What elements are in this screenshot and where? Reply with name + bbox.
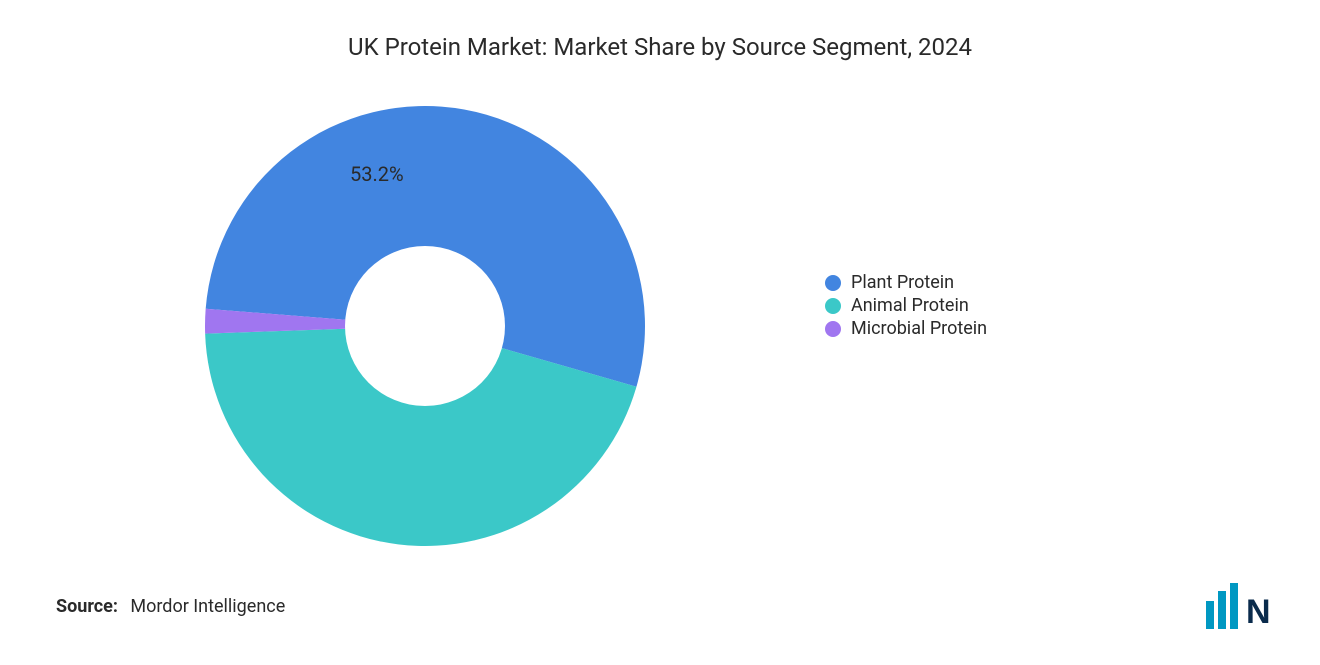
legend-item-2: Microbial Protein	[825, 318, 987, 339]
source-label: Source:	[56, 596, 118, 617]
legend-swatch	[825, 321, 841, 337]
legend: Plant ProteinAnimal ProteinMicrobial Pro…	[825, 270, 987, 341]
legend-label: Plant Protein	[851, 272, 954, 293]
source-line: Source: Mordor Intelligence	[56, 596, 285, 617]
legend-item-0: Plant Protein	[825, 272, 987, 293]
donut-hole	[345, 246, 505, 406]
svg-text:N: N	[1246, 593, 1271, 629]
legend-swatch	[825, 298, 841, 314]
chart-title: UK Protein Market: Market Share by Sourc…	[0, 32, 1320, 63]
source-value: Mordor Intelligence	[130, 596, 285, 617]
slice-value-label: 53.2%	[350, 162, 404, 186]
legend-label: Microbial Protein	[851, 318, 987, 339]
mi-logo: N	[1206, 583, 1284, 629]
donut-chart	[205, 106, 645, 546]
legend-item-1: Animal Protein	[825, 295, 987, 316]
legend-swatch	[825, 275, 841, 291]
legend-label: Animal Protein	[851, 295, 969, 316]
